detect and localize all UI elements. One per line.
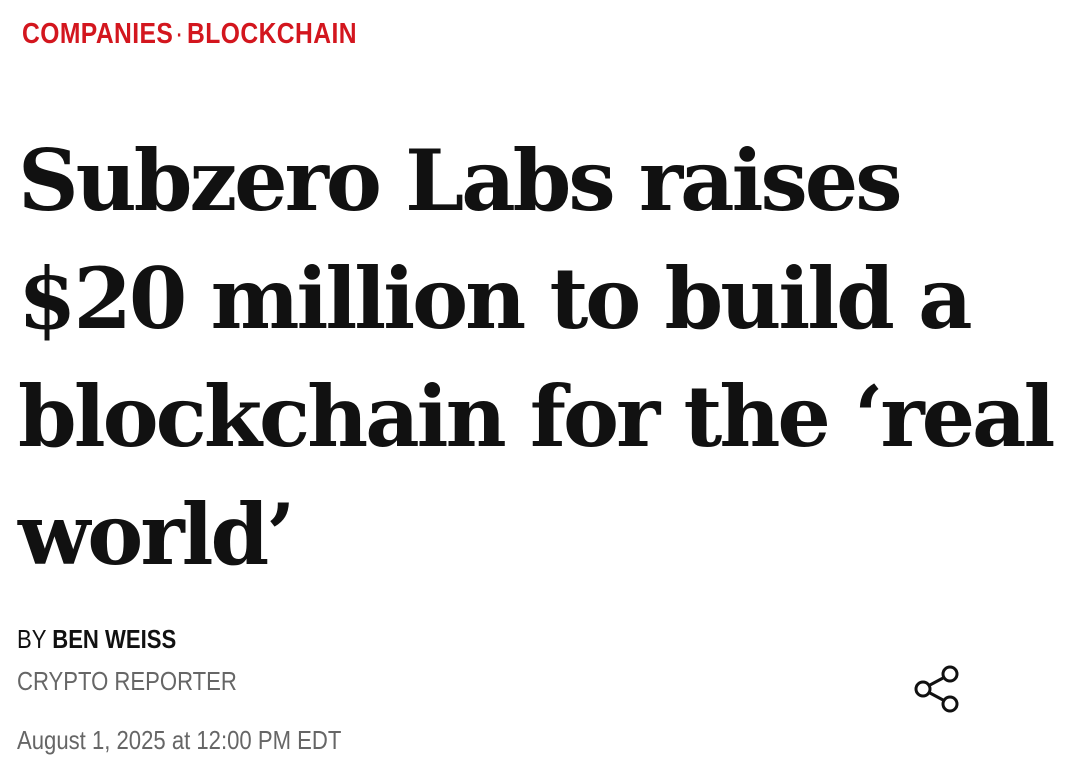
section-link[interactable]: COMPANIES — [22, 18, 174, 50]
byline: BY BEN WEISS — [17, 624, 176, 655]
headline: Subzero Labs raises $20 million to build… — [18, 131, 1055, 584]
by-prefix: BY — [17, 624, 47, 654]
share-button[interactable] — [912, 664, 962, 714]
topic-link[interactable]: BLOCKCHAIN — [187, 18, 357, 50]
author-role: CRYPTO REPORTER — [17, 666, 237, 696]
breadcrumb: COMPANIES· BLOCKCHAIN — [22, 18, 357, 51]
author[interactable]: BEN WEISS — [52, 624, 177, 654]
publish-date: August 1, 2025 at 12:00 PM EDT — [17, 725, 342, 755]
separator: · — [174, 18, 184, 50]
